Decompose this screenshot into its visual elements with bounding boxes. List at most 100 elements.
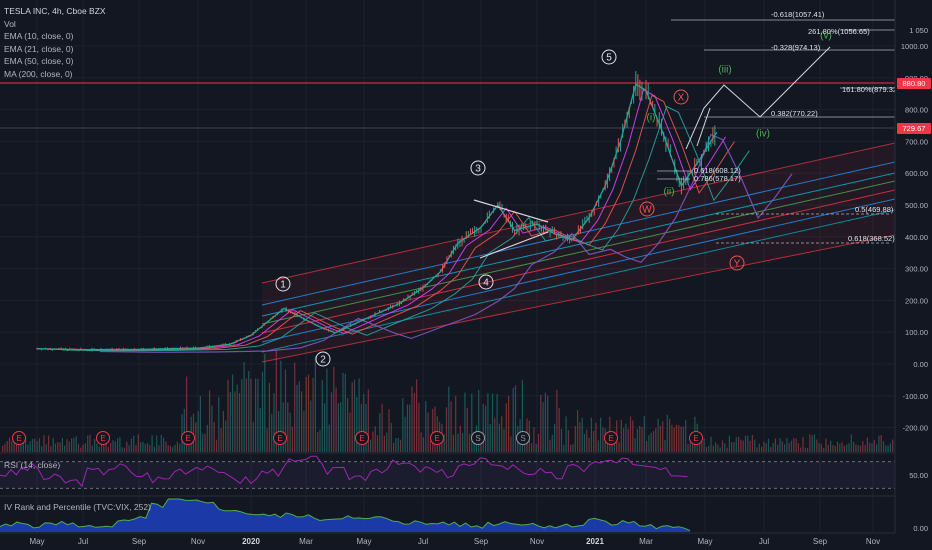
volume-bar (209, 390, 211, 452)
volume-bar (623, 428, 625, 452)
indicator-ema21[interactable]: EMA (21, close, 0) (4, 43, 74, 54)
wave-text: 4 (483, 278, 489, 289)
volume-bar (540, 395, 542, 452)
volume-bar (781, 441, 783, 452)
volume-bar (485, 405, 487, 452)
volume-bar (503, 429, 505, 452)
event-circle (273, 431, 287, 445)
price-tick: -200.00 (903, 424, 928, 433)
volume-bar (597, 440, 599, 452)
volume-bar (342, 372, 344, 452)
volume-bar (374, 426, 376, 452)
volume-bar (271, 413, 273, 452)
volume-bar (27, 444, 29, 452)
volume-bar (84, 443, 86, 452)
volume-bar (186, 376, 188, 452)
volume-bar (261, 371, 264, 452)
volume-bar (232, 374, 234, 452)
wave-text: X (678, 93, 685, 104)
volume-bar (195, 422, 197, 452)
volume-bar (273, 393, 275, 452)
volume-bar (153, 446, 155, 452)
volume-bar (140, 442, 142, 452)
volume-bar (620, 419, 622, 452)
volume-bar (38, 438, 40, 452)
volume-bar (692, 438, 694, 452)
drawings (473, 46, 831, 259)
fib-text: 0.382(770.22) (771, 109, 818, 118)
fib-label: -0.618(1057.41) (671, 10, 895, 21)
volume-bar (774, 438, 776, 452)
indicator-ema10[interactable]: EMA (10, close, 0) (4, 31, 74, 41)
volume-bar (533, 427, 535, 452)
volume-bar (659, 425, 661, 452)
volume-bar (889, 443, 891, 452)
volume-bar (163, 437, 165, 452)
split-marker: S (471, 431, 485, 445)
wave-projection (685, 46, 831, 150)
indicator-ma200[interactable]: MA (200, close, 0) (4, 68, 73, 79)
volume-bar (816, 439, 818, 452)
volume-bar (512, 387, 514, 452)
event-text: E (359, 434, 364, 443)
volume-bar (779, 438, 781, 452)
triangle-lower (479, 231, 549, 259)
price-tick: -100.00 (903, 392, 928, 401)
volume-bar (655, 428, 657, 452)
volume-bar (360, 403, 362, 452)
volume-bar (220, 428, 222, 452)
chart-legend: TESLA INC, 4h, Cboe BZX Vol EMA (10, clo… (4, 5, 106, 80)
symbol-title[interactable]: TESLA INC, 4h, Cboe BZX (4, 6, 106, 16)
volume-bar (225, 420, 227, 452)
volume-bar (25, 436, 27, 452)
indicator-volume[interactable]: Vol (4, 18, 16, 29)
event-text: E (100, 434, 105, 443)
volume-bar (749, 440, 751, 452)
volume-bar (402, 398, 404, 452)
event-text: E (608, 434, 613, 443)
volume-bar (802, 437, 804, 452)
volume-bar (381, 403, 383, 452)
volume-bar (705, 447, 707, 452)
rsi-title[interactable]: RSI (14, close) (4, 460, 61, 470)
volume-bar (68, 441, 70, 452)
volume-bar (395, 438, 397, 452)
volume-bar (347, 398, 349, 452)
wave-circle (470, 160, 486, 176)
volume-bar (491, 393, 494, 452)
fibonacci-labels: -0.618(1057.41) 261.80%(1056.65) -0.328(97… (657, 10, 900, 244)
ivr-title[interactable]: IV Rank and Percentile (TVC:VIX, 252) (4, 502, 151, 512)
channel-line (261, 172, 896, 317)
volume-bar (882, 441, 885, 452)
volume-bar (577, 410, 579, 452)
volume-bar (634, 438, 636, 452)
wave-labels: 1 2 3 4 5 (i) (ii) (iii) (iv) (v) W X Y (275, 31, 832, 367)
volume-bar (174, 444, 176, 452)
volume-bar (646, 440, 648, 452)
volume-bar (664, 439, 666, 452)
indicator-ema50[interactable]: EMA (50, close, 0) (4, 56, 74, 66)
wave-label-iii: (iii) (718, 65, 731, 76)
volume-bar (770, 447, 772, 452)
wave-text: (iii) (718, 65, 731, 76)
volume-bar (404, 416, 406, 452)
volume-bar (848, 443, 850, 452)
fib-label: 0.618(608.12) (657, 166, 741, 175)
volume-bar (567, 430, 569, 452)
rsi-pane (0, 455, 895, 489)
time-tick: May (29, 537, 44, 546)
volume-bar (652, 431, 655, 452)
volume-bar (165, 441, 167, 452)
fib-label: 161.80%(879.32) (840, 85, 900, 94)
volume-bar (724, 443, 726, 452)
volume-bar (222, 411, 224, 452)
volume-bar (675, 424, 678, 452)
volume-bar (579, 422, 581, 452)
wave-circle (601, 49, 617, 65)
volume-bar (689, 442, 691, 452)
volume-bar (586, 429, 588, 452)
volume-bar (103, 438, 105, 452)
